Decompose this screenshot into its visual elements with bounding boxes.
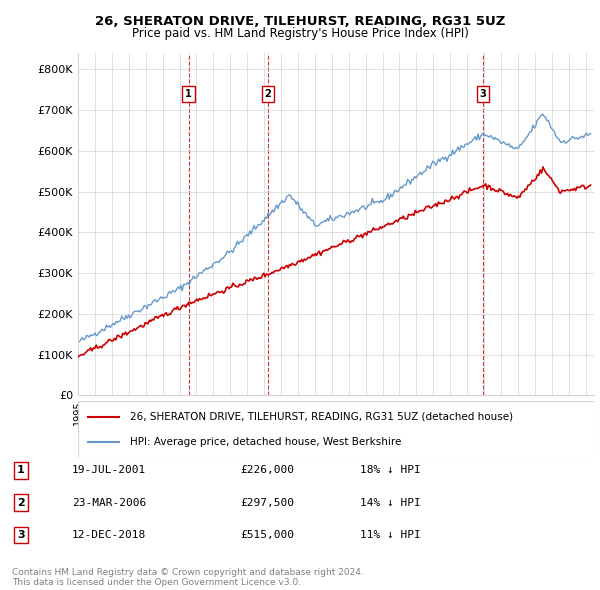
Text: 14% ↓ HPI: 14% ↓ HPI [360, 498, 421, 507]
Text: 26, SHERATON DRIVE, TILEHURST, READING, RG31 5UZ: 26, SHERATON DRIVE, TILEHURST, READING, … [95, 15, 505, 28]
Text: 11% ↓ HPI: 11% ↓ HPI [360, 530, 421, 540]
Text: £226,000: £226,000 [240, 466, 294, 475]
Text: 1: 1 [17, 466, 25, 475]
Text: 3: 3 [17, 530, 25, 540]
Text: £515,000: £515,000 [240, 530, 294, 540]
Text: 12-DEC-2018: 12-DEC-2018 [72, 530, 146, 540]
Text: £297,500: £297,500 [240, 498, 294, 507]
Text: HPI: Average price, detached house, West Berkshire: HPI: Average price, detached house, West… [130, 437, 401, 447]
Text: 19-JUL-2001: 19-JUL-2001 [72, 466, 146, 475]
FancyBboxPatch shape [78, 401, 594, 457]
Text: 2: 2 [17, 498, 25, 507]
Text: 18% ↓ HPI: 18% ↓ HPI [360, 466, 421, 475]
Text: 1: 1 [185, 89, 192, 99]
Text: Price paid vs. HM Land Registry's House Price Index (HPI): Price paid vs. HM Land Registry's House … [131, 27, 469, 40]
Text: 3: 3 [479, 89, 487, 99]
Text: 2: 2 [265, 89, 271, 99]
Text: Contains HM Land Registry data © Crown copyright and database right 2024.
This d: Contains HM Land Registry data © Crown c… [12, 568, 364, 587]
Text: 23-MAR-2006: 23-MAR-2006 [72, 498, 146, 507]
Text: 26, SHERATON DRIVE, TILEHURST, READING, RG31 5UZ (detached house): 26, SHERATON DRIVE, TILEHURST, READING, … [130, 412, 513, 422]
